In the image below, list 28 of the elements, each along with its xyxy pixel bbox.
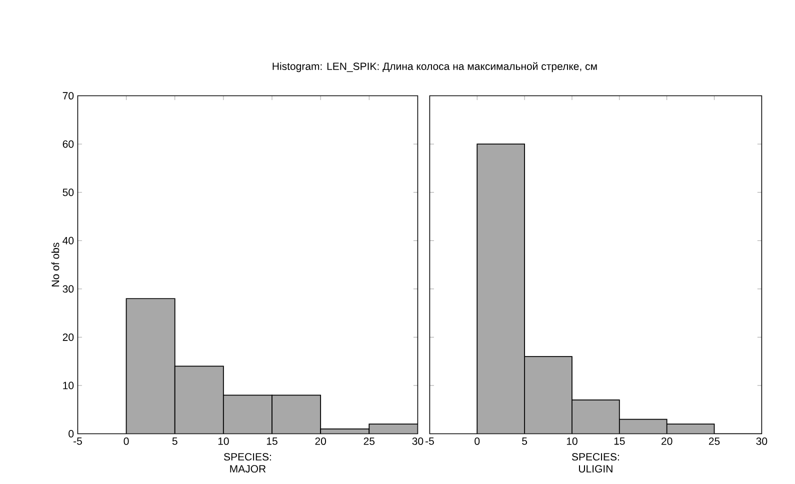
y-tick-label: 50 [62, 188, 74, 196]
x-tick-label: 20 [662, 437, 672, 445]
y-tick-label: 20 [62, 333, 74, 341]
y-axis-title: No of obs [51, 242, 60, 286]
y-tick-label: 60 [62, 140, 74, 148]
x-tick-label: 30 [412, 437, 424, 445]
x-tick-label: 20 [315, 437, 326, 445]
y-tick-label: 30 [62, 285, 74, 293]
y-tick-label: 0 [68, 430, 74, 438]
x-tick-label: 25 [364, 437, 375, 445]
x-tick-label: -5 [74, 437, 82, 445]
chart-title: Histogram: LEN_SPIK: Длина колоса на максимальной стрелке, см [272, 62, 597, 72]
y-tick-label: 70 [62, 92, 74, 100]
x-tick-label: 15 [266, 437, 278, 445]
x-tick-label: -5 [426, 437, 434, 445]
x-tick-label: 5 [522, 437, 528, 445]
x-tick-label: 30 [756, 437, 768, 445]
x-tick-label: 0 [124, 437, 129, 445]
x-tick-label: 10 [218, 437, 229, 445]
x-tick-label: 25 [708, 437, 720, 445]
x-axis-title: SPECIES: ULIGIN [572, 453, 619, 473]
x-tick-label: 5 [172, 437, 178, 445]
x-axis-title: SPECIES: MAJOR [224, 453, 271, 473]
y-tick-label: 10 [63, 382, 74, 390]
y-tick-label: 40 [62, 236, 74, 244]
x-tick-label: 15 [614, 437, 625, 445]
x-tick-label: 0 [474, 437, 480, 445]
x-tick-label: 10 [566, 437, 578, 445]
